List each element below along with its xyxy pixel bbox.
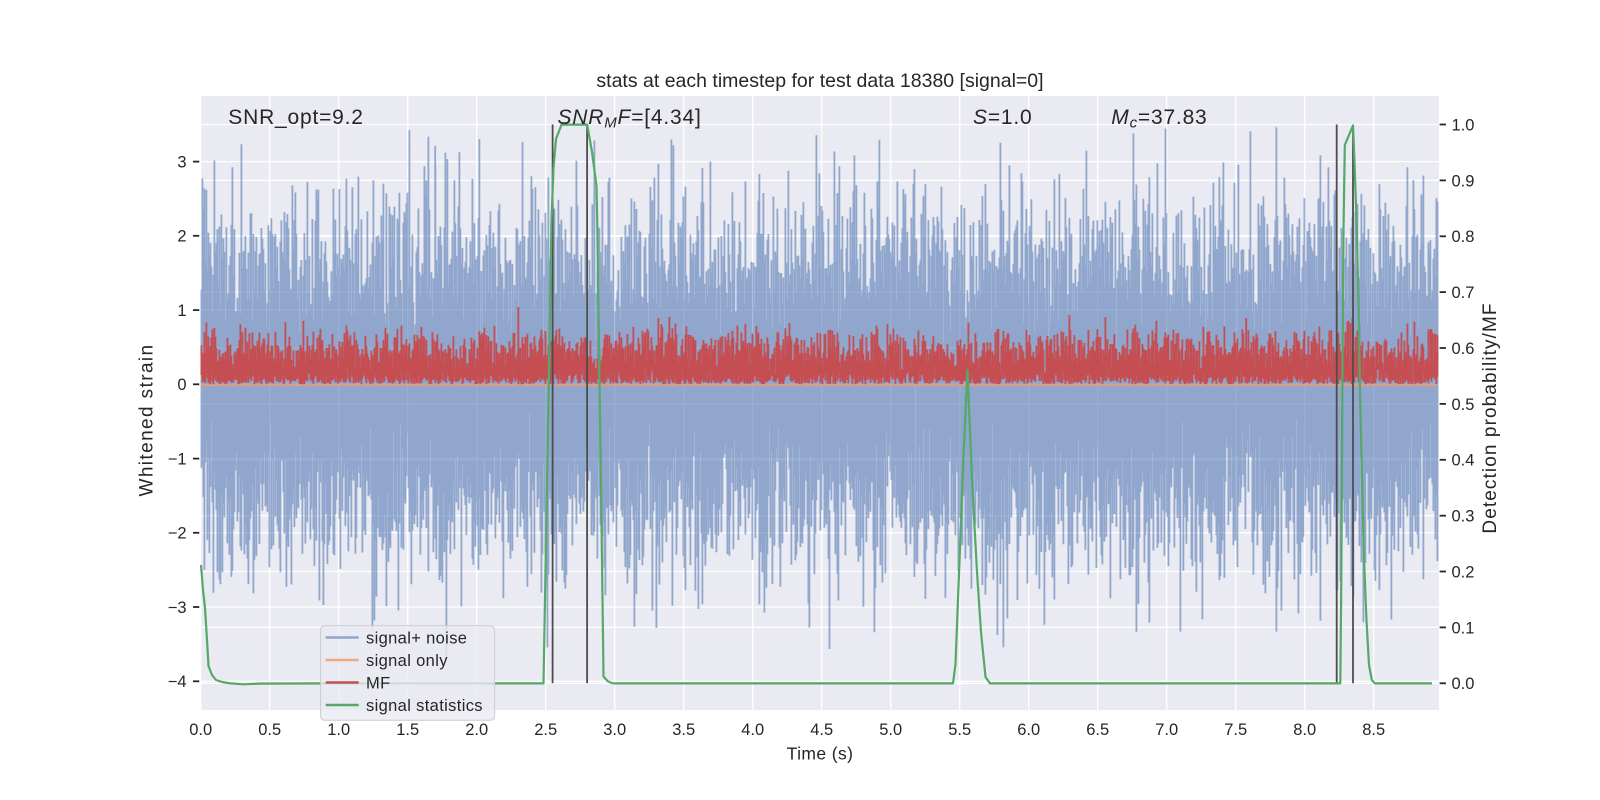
svg-text:8.5: 8.5	[1362, 721, 1385, 739]
svg-text:4.5: 4.5	[810, 721, 833, 739]
svg-text:0.5: 0.5	[1452, 396, 1475, 414]
svg-text:1.5: 1.5	[396, 721, 419, 739]
svg-text:4.0: 4.0	[741, 721, 764, 739]
svg-text:3: 3	[177, 154, 186, 172]
svg-text:0.3: 0.3	[1452, 508, 1475, 526]
svg-text:Time (s): Time (s)	[787, 744, 854, 764]
svg-text:Detection probability/MF: Detection probability/MF	[1480, 302, 1501, 533]
svg-text:5.5: 5.5	[948, 721, 971, 739]
svg-text:−2: −2	[168, 525, 187, 543]
svg-text:8.0: 8.0	[1293, 721, 1316, 739]
svg-text:Whitened strain: Whitened strain	[137, 343, 158, 496]
svg-text:3.0: 3.0	[603, 721, 626, 739]
svg-text:0.4: 0.4	[1452, 452, 1475, 470]
svg-text:7.5: 7.5	[1224, 721, 1247, 739]
svg-text:0.7: 0.7	[1452, 284, 1475, 302]
svg-text:0.0: 0.0	[1452, 675, 1475, 693]
svg-text:−4: −4	[168, 673, 187, 691]
svg-text:1.0: 1.0	[1452, 116, 1475, 134]
svg-text:−3: −3	[168, 599, 187, 617]
svg-text:Mc=37.83: Mc=37.83	[1111, 106, 1207, 132]
svg-text:0.1: 0.1	[1452, 619, 1475, 637]
svg-text:MF: MF	[366, 674, 391, 692]
svg-text:0.2: 0.2	[1452, 563, 1475, 581]
svg-text:1.0: 1.0	[327, 721, 350, 739]
svg-text:signal+ noise: signal+ noise	[366, 629, 467, 647]
svg-text:SNR_opt=9.2: SNR_opt=9.2	[228, 106, 363, 129]
svg-text:7.0: 7.0	[1155, 721, 1178, 739]
svg-text:0.6: 0.6	[1452, 340, 1475, 358]
svg-text:0: 0	[177, 376, 186, 394]
svg-text:signal statistics: signal statistics	[366, 697, 483, 715]
svg-text:3.5: 3.5	[672, 721, 695, 739]
svg-text:1: 1	[177, 302, 186, 320]
svg-text:0.5: 0.5	[258, 721, 281, 739]
svg-text:0.0: 0.0	[189, 721, 212, 739]
svg-text:2.5: 2.5	[534, 721, 557, 739]
svg-text:6.5: 6.5	[1086, 721, 1109, 739]
svg-text:2: 2	[177, 228, 186, 246]
svg-text:SNRMF=[4.34]: SNRMF=[4.34]	[558, 106, 702, 132]
svg-text:−1: −1	[168, 450, 187, 468]
svg-text:0.9: 0.9	[1452, 172, 1475, 190]
svg-text:6.0: 6.0	[1017, 721, 1040, 739]
svg-text:stats at each timestep for tes: stats at each timestep for test data 183…	[596, 70, 1043, 92]
svg-text:signal only: signal only	[366, 652, 448, 670]
svg-text:0.8: 0.8	[1452, 228, 1475, 246]
svg-text:2.0: 2.0	[465, 721, 488, 739]
svg-text:S=1.0: S=1.0	[973, 106, 1032, 129]
svg-text:5.0: 5.0	[879, 721, 902, 739]
